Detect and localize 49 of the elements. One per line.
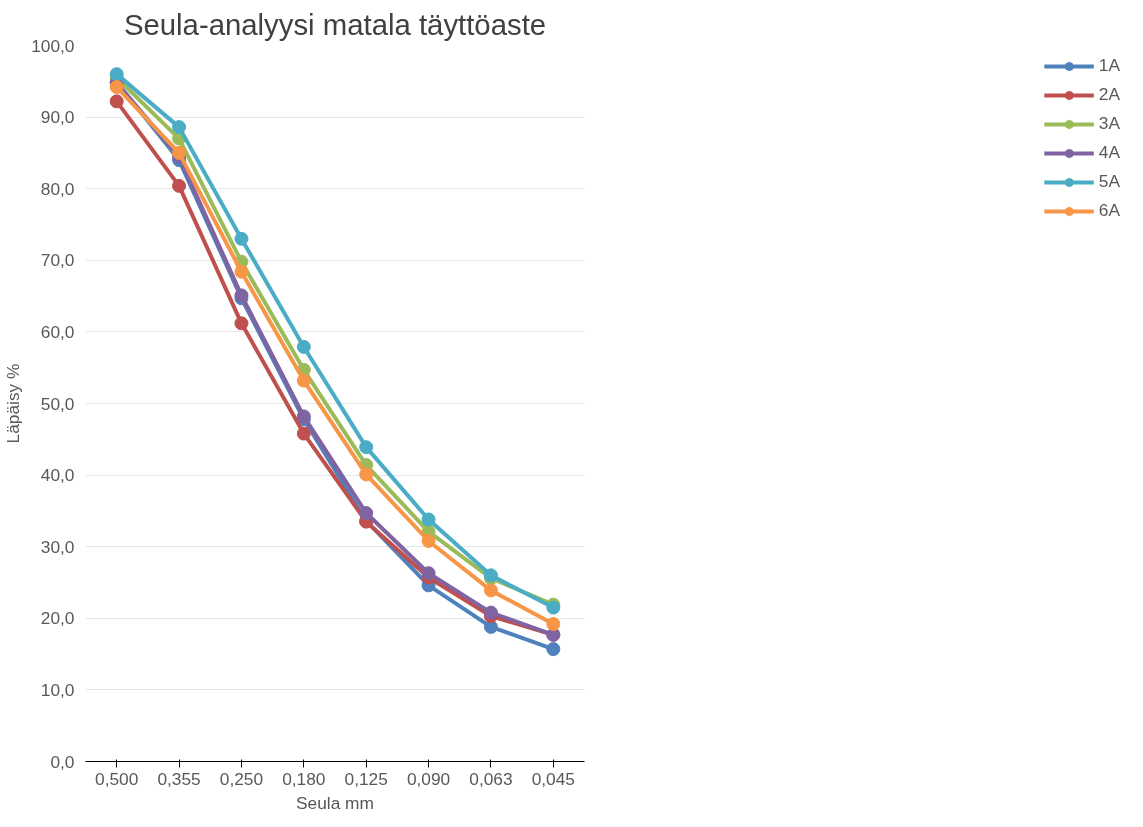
y-tick-label: 100,0 (31, 35, 75, 56)
y-tick-label: 60,0 (40, 321, 75, 342)
legend-label: 3A (1098, 113, 1120, 134)
legend-label: 5A (1098, 171, 1120, 192)
y-tick-label: 70,0 (40, 250, 75, 271)
y-tick-label: 0,0 (50, 751, 75, 772)
x-tick-label: 0,090 (406, 768, 451, 789)
point (359, 440, 374, 455)
point (172, 145, 187, 160)
x-tick-label: 0,125 (344, 768, 388, 789)
point (421, 533, 436, 548)
legend-label: 2A (1098, 84, 1120, 105)
point (234, 264, 249, 279)
point (359, 506, 374, 521)
legend-label: 4A (1098, 142, 1120, 163)
point (483, 583, 498, 598)
point (483, 605, 498, 620)
point (296, 339, 311, 354)
point (421, 512, 436, 527)
point (172, 120, 187, 135)
y-tick-label: 30,0 (40, 536, 75, 557)
x-tick-label: 0,063 (469, 768, 513, 789)
x-tick-label: 0,180 (282, 768, 326, 789)
x-tick-label: 0,500 (95, 768, 139, 789)
x-tick-label: 0,250 (219, 768, 264, 789)
point (109, 80, 124, 95)
y-tick-label: 20,0 (40, 608, 75, 629)
point (172, 178, 187, 193)
point (296, 426, 311, 441)
chart-title: Seula-analyysi matala täyttöaste (123, 7, 547, 41)
y-tick-label: 90,0 (40, 107, 75, 128)
x-tick-label: 0,355 (157, 768, 201, 789)
legend-label: 6A (1098, 200, 1120, 221)
point (546, 617, 561, 632)
point (234, 316, 249, 331)
y-tick-label: 50,0 (40, 393, 75, 414)
point (359, 467, 374, 482)
y-tick-label: 10,0 (40, 679, 75, 700)
point (546, 642, 561, 657)
legend-label: 1A (1098, 55, 1120, 76)
point (421, 566, 436, 581)
point (296, 373, 311, 388)
x-tick-label: 0,045 (531, 768, 576, 789)
point (234, 231, 249, 246)
y-tick-label: 40,0 (40, 465, 75, 486)
y-tick-label: 80,0 (40, 178, 75, 199)
x-axis-title: Seula mm (296, 792, 375, 813)
point (109, 94, 124, 109)
y-axis-title: Läpäisy % (3, 363, 24, 444)
